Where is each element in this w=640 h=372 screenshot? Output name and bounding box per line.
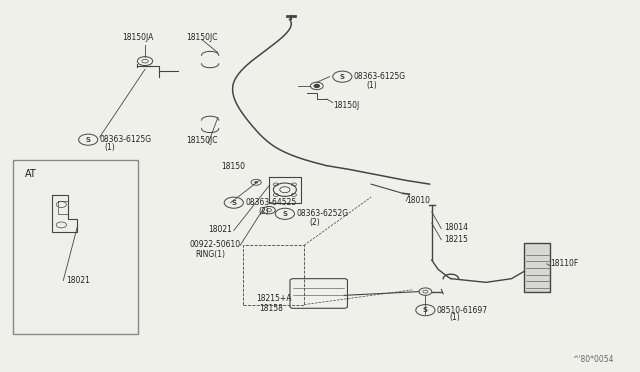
Text: 18010: 18010 (406, 196, 430, 205)
Text: 18110F: 18110F (550, 259, 578, 268)
Text: 18021: 18021 (208, 225, 232, 234)
Text: S: S (340, 74, 345, 80)
Text: S: S (282, 211, 287, 217)
Text: 08363-6125G: 08363-6125G (100, 135, 152, 144)
Text: S: S (231, 200, 236, 206)
Text: 08363-6252G: 08363-6252G (296, 209, 349, 218)
Circle shape (314, 84, 319, 87)
Text: 00922-50610: 00922-50610 (189, 240, 240, 249)
Text: RING(1): RING(1) (195, 250, 225, 259)
Text: 18215: 18215 (445, 235, 468, 244)
Text: S: S (423, 307, 428, 313)
Circle shape (254, 181, 258, 183)
Text: 18150: 18150 (221, 162, 245, 171)
Text: 18014: 18014 (445, 224, 468, 232)
Text: (1): (1) (367, 81, 378, 90)
Text: (1): (1) (450, 313, 460, 322)
Text: 18150JC: 18150JC (186, 137, 218, 145)
Text: 08363-6125G: 08363-6125G (354, 72, 406, 81)
Text: 18150J: 18150J (333, 101, 359, 110)
Text: (2): (2) (309, 218, 320, 227)
Bar (13, 160, 138, 334)
Text: 18215+A: 18215+A (256, 294, 292, 303)
Text: S: S (86, 137, 91, 143)
Text: 08510-61697: 08510-61697 (437, 306, 488, 315)
Bar (524, 243, 550, 292)
Text: 08363-64525: 08363-64525 (245, 198, 296, 207)
Text: AT: AT (25, 169, 36, 179)
Text: 18158: 18158 (259, 304, 284, 313)
Text: 18150JC: 18150JC (186, 33, 218, 42)
Text: 18150JA: 18150JA (122, 33, 154, 42)
Text: ^'80*0054: ^'80*0054 (572, 355, 614, 364)
Text: (2): (2) (258, 207, 269, 216)
Text: 18021: 18021 (67, 276, 90, 285)
Text: (1): (1) (104, 143, 115, 152)
